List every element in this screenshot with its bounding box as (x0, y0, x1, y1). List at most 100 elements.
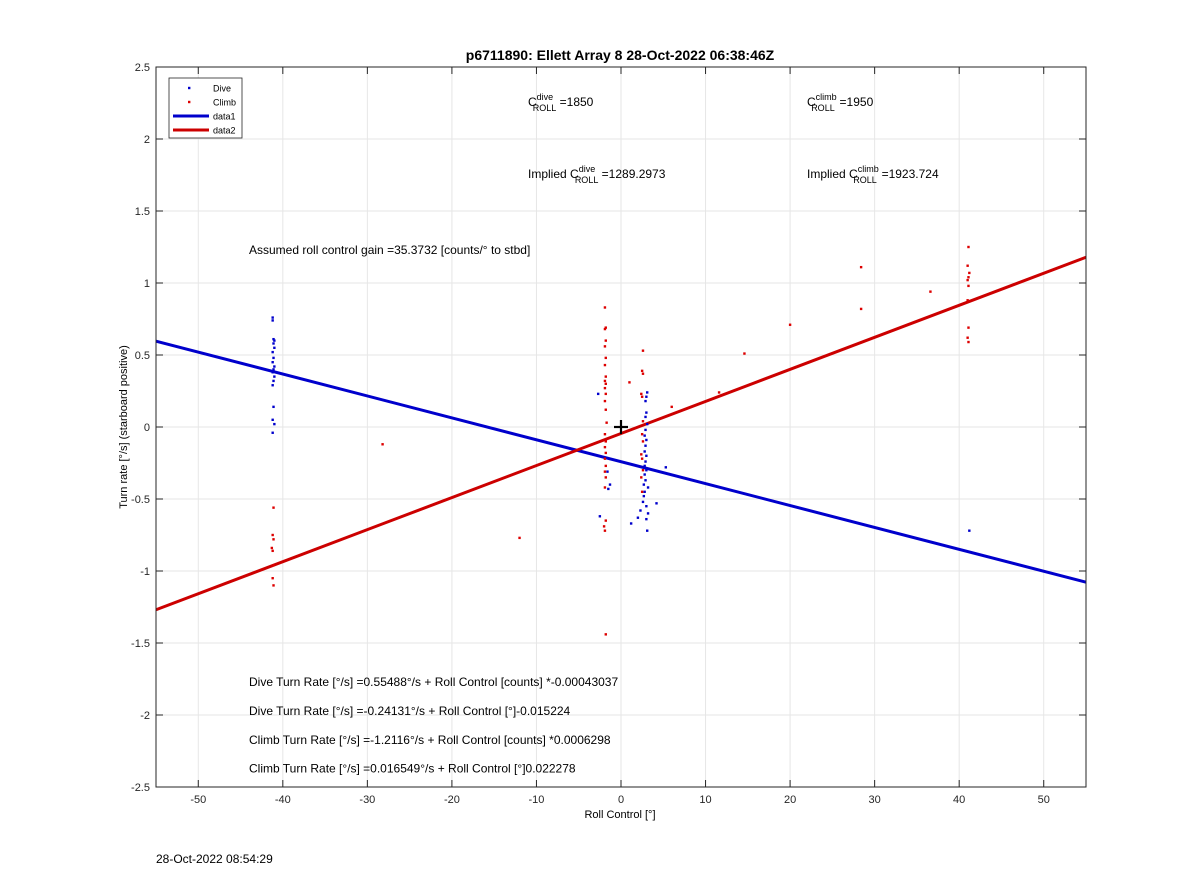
dive-point (271, 371, 274, 374)
annotations: Cdive ROLL =1850 Cclimb ROLL =1950 Implied C… (249, 92, 939, 776)
climb-point (603, 327, 607, 331)
climb-point (604, 356, 607, 360)
dive-point (646, 391, 649, 394)
dive-point (645, 517, 648, 521)
dive-point (273, 422, 276, 426)
plot-area: -50 -40 -30 -20 -10 0 10 20 30 40 50-2.5-2-1.5-1-0… (131, 62, 1087, 806)
dive-point (645, 469, 648, 472)
climb-point (272, 564, 275, 567)
climb-point (603, 445, 607, 449)
dive-point (646, 529, 649, 532)
data-points (270, 245, 971, 636)
legend-label: Climb (213, 98, 236, 108)
legend: Dive Climb data1 data2 (168, 77, 243, 139)
climb-point (640, 453, 643, 456)
climb-point (270, 546, 274, 550)
climb-point (603, 345, 607, 348)
legend-label: Dive (213, 84, 231, 94)
climb-point (788, 323, 792, 326)
climb-point (966, 299, 969, 302)
center-marker-layer (614, 420, 628, 434)
y-tick-label: 0 (144, 422, 150, 434)
y-tick-label: -2 (140, 710, 150, 722)
dive-point (968, 529, 971, 532)
legend-marker-climb (188, 100, 191, 104)
climb-point (603, 529, 607, 532)
dive-point (642, 483, 646, 486)
climb-point (640, 457, 644, 460)
dive-point (272, 356, 275, 360)
dive-point (639, 509, 642, 512)
dive-point (646, 422, 649, 426)
x-tick-label: 40 (953, 794, 965, 806)
climb-point (603, 470, 607, 473)
dive-point (642, 494, 646, 498)
x-tick-label: 10 (699, 794, 711, 806)
climb-point (271, 533, 274, 537)
dive-point (271, 431, 274, 434)
y-tick-label: 1.5 (135, 206, 150, 218)
climb-point (967, 326, 970, 329)
implied-c-roll-climb-label: Implied Cclimb ROLL =1923.724 (807, 164, 939, 185)
dive-point (629, 522, 633, 525)
climb-point (272, 584, 275, 587)
dive-point (644, 479, 647, 482)
dive-point (644, 428, 647, 432)
climb-point (271, 549, 274, 553)
dive-point (272, 337, 275, 341)
dive-point (643, 464, 646, 468)
climb-point (641, 469, 645, 472)
dive-point (272, 379, 275, 383)
legend-label: data2 (213, 126, 236, 136)
climb-point (604, 382, 607, 385)
legend-label: data1 (213, 112, 236, 122)
dive-point (646, 486, 650, 489)
y-tick-label: -2.5 (131, 782, 150, 794)
dive-point (641, 500, 645, 504)
climb-point (381, 443, 384, 446)
dive-point (273, 346, 276, 349)
y-tick-label: 1 (144, 278, 150, 290)
y-tick-label: 2 (144, 134, 150, 146)
climb-point (641, 372, 645, 375)
fit-line-data1 (155, 339, 1087, 584)
climb-point (603, 457, 607, 460)
dive-point (646, 512, 650, 515)
climb-point (272, 538, 275, 541)
climb-point (603, 433, 607, 436)
y-tick-label: -1.5 (131, 638, 150, 650)
climb-point (271, 577, 274, 580)
dive-point (273, 339, 276, 342)
climb-point (967, 276, 970, 279)
dive-point (645, 438, 648, 442)
climb-point (717, 391, 721, 394)
climb-point (640, 369, 644, 373)
climb-point (604, 375, 607, 378)
dive-point (271, 319, 274, 322)
climb-point (604, 339, 607, 342)
dive-equation-counts: Dive Turn Rate [°/s] =0.55488°/s + Roll … (249, 675, 618, 689)
climb-point (604, 519, 607, 522)
axis-ticks: -50 -40 -30 -20 -10 0 10 20 30 40 50-2.5-2-1.5-1-0… (131, 62, 1086, 806)
dive-point (643, 490, 646, 493)
x-tick-label: 30 (869, 794, 881, 806)
legend-box (168, 77, 243, 139)
y-tick-label: -1 (140, 566, 150, 578)
climb-point (966, 278, 969, 282)
climb-point (966, 336, 969, 339)
dive-point (606, 470, 609, 473)
dive-point (271, 350, 274, 354)
print-timestamp: 28-Oct-2022 08:54:29 (156, 852, 273, 866)
climb-point (604, 440, 607, 443)
climb-point (604, 464, 607, 468)
climb-point (604, 392, 607, 396)
roll-gain-annotation: Assumed roll control gain =35.3732 [coun… (249, 243, 530, 257)
dive-point (273, 375, 276, 378)
dive-point (645, 505, 648, 508)
climb-point (604, 476, 607, 479)
dive-point (598, 515, 602, 518)
climb-point (640, 490, 644, 493)
dive-point (608, 483, 612, 486)
climb-point (628, 381, 631, 384)
